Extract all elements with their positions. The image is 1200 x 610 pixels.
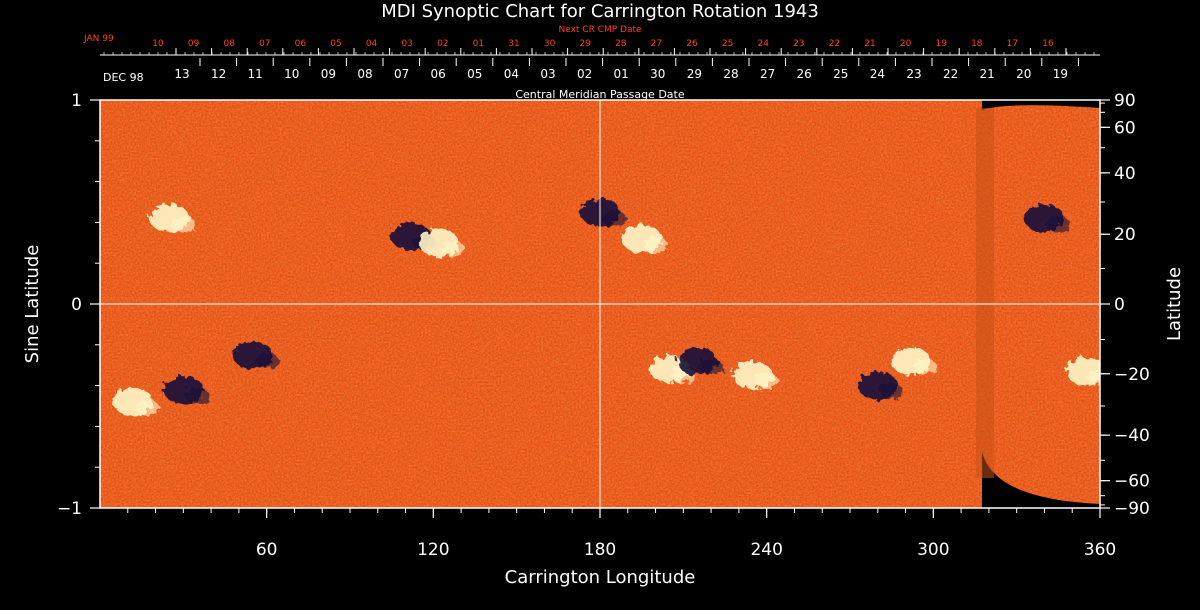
x-axis: 60 120 180 240 300 360 <box>127 508 1116 560</box>
next-cr-date: 22 <box>829 39 840 49</box>
next-cr-date: 07 <box>259 39 270 49</box>
x-tick-label: 60 <box>256 540 278 560</box>
next-cr-date: 31 <box>508 39 519 49</box>
next-cr-date: 27 <box>651 39 662 49</box>
x-tick-label: 120 <box>417 540 449 560</box>
y-right-tick-label: 0 <box>1114 295 1125 315</box>
cmp-date: 23 <box>906 67 921 81</box>
white-month-label: DEC 98 <box>103 71 144 84</box>
cmp-date: 24 <box>870 67 885 81</box>
negative-polarity-fringe <box>879 383 904 400</box>
cmp-date: 12 <box>211 67 226 81</box>
y-left-tick-label: 1 <box>71 91 82 111</box>
positive-polarity-fringe <box>913 359 938 376</box>
active-regions <box>113 198 1100 416</box>
negative-polarity-fringe <box>699 359 724 376</box>
positive-polarity-fringe <box>135 399 160 416</box>
cmp-date: 06 <box>431 67 446 81</box>
cmp-date: 19 <box>1053 67 1068 81</box>
next-cr-date: 04 <box>366 39 378 49</box>
cmp-date: 26 <box>797 67 812 81</box>
x-axis-label: Carrington Longitude <box>505 567 696 588</box>
cmp-date: 30 <box>650 67 665 81</box>
next-cr-date: 19 <box>935 39 947 49</box>
y-axis-right: 90 60 40 20 0 −20 −40 −60 −90 <box>1100 91 1150 519</box>
y-right-tick-label: −40 <box>1114 426 1150 446</box>
x-tick-label: 240 <box>750 540 782 560</box>
cmp-date: 07 <box>394 67 409 81</box>
next-cr-title: Next CR CMP Date <box>558 25 642 35</box>
next-cr-date: 18 <box>971 39 983 49</box>
y-axis-left-label: Sine Latitude <box>22 245 43 364</box>
negative-polarity-fringe <box>254 353 279 369</box>
next-cr-date: 30 <box>544 39 556 49</box>
y-right-tick-label: −20 <box>1114 365 1150 385</box>
y-right-tick-label: 20 <box>1114 225 1136 245</box>
x-tick-label: 300 <box>917 540 949 560</box>
cmp-date: 13 <box>174 67 189 81</box>
next-cr-date: 16 <box>1042 39 1054 49</box>
next-cr-date-scale: 10 09 08 07 06 05 04 03 02 01 31 30 29 28 27 26 25 24 23 22… <box>152 39 1054 49</box>
y-right-tick-label: −90 <box>1114 499 1150 519</box>
cmp-date: 02 <box>577 67 592 81</box>
negative-polarity-fringe <box>185 387 210 404</box>
negative-polarity-fringe <box>1046 216 1071 233</box>
next-cr-date: 03 <box>401 39 412 49</box>
cmp-date: 25 <box>833 67 848 81</box>
positive-polarity-fringe <box>643 236 668 253</box>
cmp-date: 22 <box>943 67 958 81</box>
y-right-tick-label: 90 <box>1114 91 1136 111</box>
next-cr-date: 21 <box>864 39 875 49</box>
positive-polarity-fringe <box>1088 369 1100 386</box>
cmp-title: Central Meridian Passage Date <box>515 88 684 101</box>
next-cr-date: 29 <box>579 39 591 49</box>
cmp-date: 09 <box>321 67 336 81</box>
positive-polarity-fringe <box>440 240 465 257</box>
positive-polarity-fringe <box>754 373 779 390</box>
next-cr-date: 25 <box>722 39 733 49</box>
positive-polarity-fringe <box>171 216 196 233</box>
cmp-date: 21 <box>980 67 995 81</box>
cmp-date: 01 <box>614 67 629 81</box>
y-right-tick-label: 60 <box>1114 118 1136 138</box>
cmp-date: 03 <box>540 67 555 81</box>
next-cr-date: 01 <box>473 39 484 49</box>
next-cr-date: 10 <box>152 39 164 49</box>
next-cr-date: 02 <box>437 39 448 49</box>
y-axis-right-label: Latitude <box>1164 267 1185 341</box>
next-cr-date: 08 <box>223 39 235 49</box>
negative-polarity-fringe <box>602 210 626 227</box>
y-left-tick-label: −1 <box>57 499 82 519</box>
next-cr-date: 28 <box>615 39 627 49</box>
cmp-date: 08 <box>357 67 372 81</box>
cmp-date: 11 <box>248 67 263 81</box>
chart-title: MDI Synoptic Chart for Carrington Rotati… <box>381 1 819 22</box>
cmp-date: 27 <box>760 67 775 81</box>
y-axis-left: 1 0 −1 <box>57 91 100 519</box>
next-cr-date: 06 <box>295 39 307 49</box>
next-cr-date: 23 <box>793 39 804 49</box>
next-cr-date: 09 <box>188 39 200 49</box>
x-tick-label: 360 <box>1084 540 1116 560</box>
cmp-date: 20 <box>1016 67 1031 81</box>
x-tick-label: 180 <box>584 540 616 560</box>
y-left-tick-label: 0 <box>71 295 82 315</box>
cmp-date: 05 <box>467 67 482 81</box>
red-month-label: JAN 99 <box>83 34 114 44</box>
cmp-date-scale: 13 12 11 10 09 08 07 06 05 04 03 02 01 30 29 28 27 26 25 24… <box>174 58 1079 81</box>
cmp-date: 29 <box>687 67 702 81</box>
next-rotation-strip <box>976 100 1100 508</box>
next-cr-date: 26 <box>686 39 698 49</box>
cmp-date: 04 <box>504 67 519 81</box>
next-cr-date: 17 <box>1007 39 1018 49</box>
cmp-date: 28 <box>723 67 738 81</box>
next-cr-date: 20 <box>900 39 912 49</box>
next-cr-date: 05 <box>330 39 341 49</box>
y-right-tick-label: −60 <box>1114 472 1150 492</box>
next-cr-date: 24 <box>757 39 769 49</box>
y-right-tick-label: 40 <box>1114 164 1136 184</box>
next-cr-date-ticks <box>103 48 1095 55</box>
cmp-date: 10 <box>284 67 299 81</box>
